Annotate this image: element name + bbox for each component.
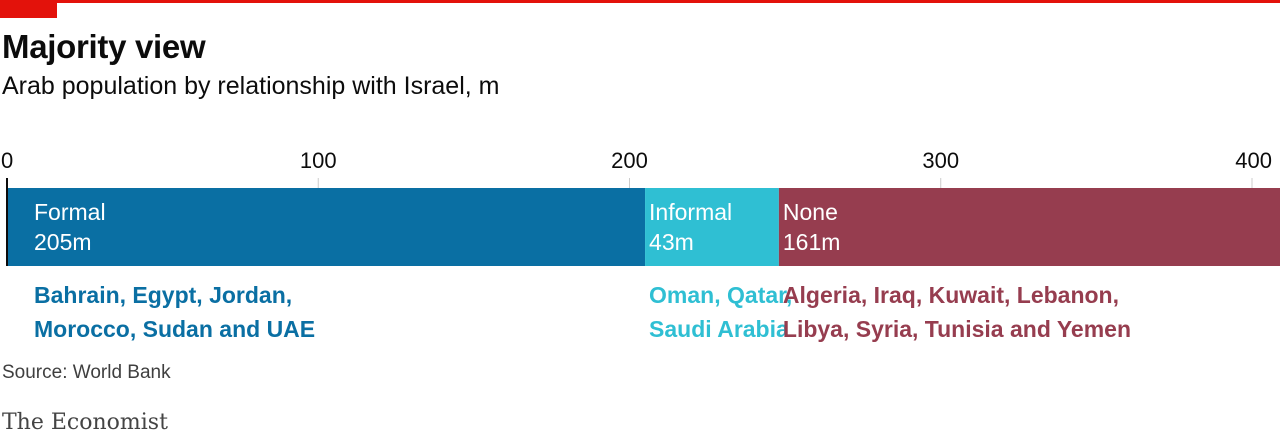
- bar-segment-informal: [645, 188, 779, 266]
- segment-name-label: Formal: [34, 199, 106, 225]
- bar-segment-formal: [7, 188, 646, 266]
- segment-value-label: 205m: [34, 229, 92, 255]
- segment-value-label: 161m: [783, 229, 841, 255]
- economist-logo: The Economist: [2, 410, 168, 435]
- x-tick-label: 400: [1235, 148, 1272, 173]
- segment-countries-label: Libya, Syria, Tunisia and Yemen: [783, 316, 1131, 342]
- top-accent-tag: [0, 0, 57, 18]
- segment-countries-label: Bahrain, Egypt, Jordan,: [34, 282, 292, 308]
- source-note: Source: World Bank: [2, 362, 171, 383]
- x-tick-label: 300: [922, 148, 959, 173]
- segment-countries-label: Algeria, Iraq, Kuwait, Lebanon,: [783, 282, 1119, 308]
- chart-subtitle: Arab population by relationship with Isr…: [2, 72, 500, 100]
- segment-name-label: None: [783, 199, 838, 225]
- segment-name-label: Informal: [649, 199, 732, 225]
- x-tick-label: 100: [300, 148, 337, 173]
- bar-segment-none: [778, 188, 1280, 266]
- chart-title: Majority view: [2, 28, 206, 65]
- segment-value-label: 43m: [649, 229, 694, 255]
- segment-countries-label: Saudi Arabia: [649, 316, 789, 342]
- segment-countries-label: Oman, Qatar,: [649, 282, 792, 308]
- top-accent-rule: [0, 0, 1280, 3]
- stacked-bar-chart: 0 100 200 300 400 Formal 205m Bahrain, Egypt, J…: [1, 148, 1280, 342]
- x-tick-label: 200: [611, 148, 648, 173]
- segment-countries-label: Morocco, Sudan and UAE: [34, 316, 315, 342]
- x-tick-label: 0: [1, 148, 13, 173]
